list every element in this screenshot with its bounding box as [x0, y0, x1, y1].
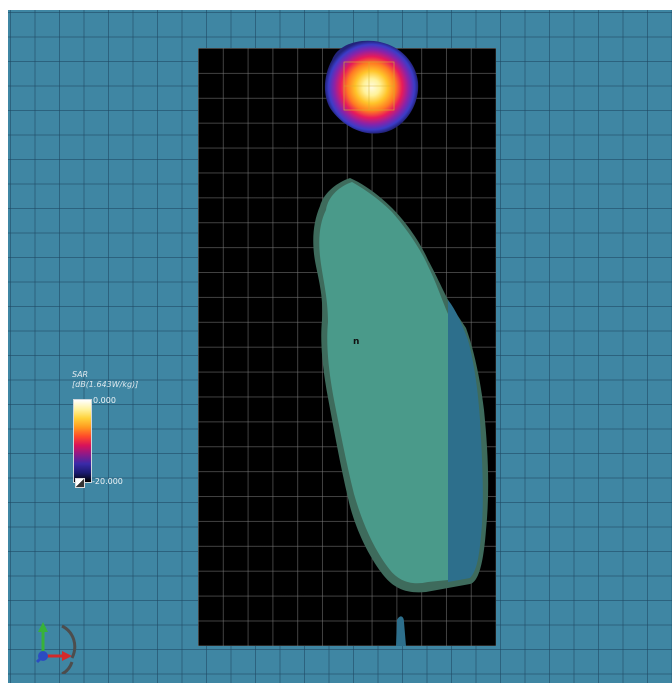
phantom-body	[319, 182, 448, 584]
tissue-dark-strip	[448, 300, 483, 582]
legend-title: SAR	[72, 370, 89, 379]
colorbar-gradient	[73, 399, 92, 483]
sar-colorbar-legend: SAR [dB(1.643W/kg)] 0.000 -20.000	[72, 370, 182, 500]
sar-hotspot	[324, 40, 419, 134]
probe-label: n	[353, 337, 360, 347]
viewport-3d[interactable]: n SAR [dB(1.643W/kg)] 0.000 -20.000	[8, 10, 672, 683]
axis-triad[interactable]	[32, 618, 82, 674]
legend-max-label: 0.000	[93, 396, 116, 405]
colormap-swatch-icon[interactable]	[75, 478, 85, 488]
z-axis-arrow-icon	[35, 651, 48, 664]
legend-min-label: -20.000	[92, 477, 123, 486]
y-axis-arrow-icon	[38, 622, 48, 656]
rotate-icon[interactable]	[61, 624, 77, 674]
scene-overlay	[313, 40, 489, 646]
legend-unit: [dB(1.643W/kg)]	[72, 380, 139, 389]
tissue-tail	[396, 616, 406, 646]
